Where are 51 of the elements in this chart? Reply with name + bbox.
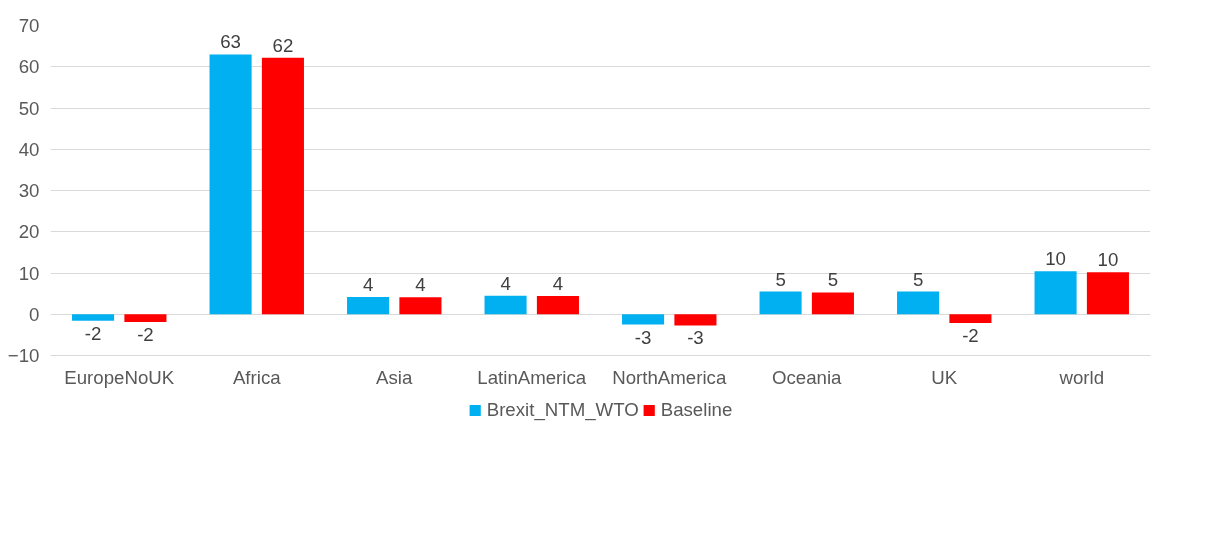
y-tick-label: 70	[18, 15, 40, 36]
x-tick-label: NorthAmerica	[612, 366, 727, 388]
data-label: 4	[415, 274, 426, 296]
bar	[124, 314, 167, 323]
bar	[897, 291, 940, 315]
data-label: -2	[84, 322, 102, 344]
data-label: 4	[362, 273, 374, 295]
bar	[347, 296, 390, 315]
x-tick-label: LatinAmerica	[477, 366, 587, 388]
bar	[261, 57, 304, 315]
bar	[1034, 271, 1077, 315]
bar	[209, 54, 252, 315]
data-label: -3	[687, 327, 704, 349]
bar	[674, 314, 717, 326]
data-label: 63	[220, 31, 241, 53]
bar	[484, 295, 527, 315]
x-tick-label: Oceania	[772, 366, 843, 388]
y-tick-label: 0	[29, 303, 40, 325]
bar	[536, 296, 579, 315]
data-label: 5	[912, 268, 924, 290]
legend-label: Baseline	[660, 399, 733, 421]
bar	[1086, 272, 1129, 315]
data-label: -2	[137, 324, 154, 346]
data-label: -2	[962, 324, 979, 346]
x-tick-label: world	[1058, 366, 1105, 388]
data-label: 5	[827, 269, 839, 291]
bar	[949, 314, 992, 323]
y-tick-label: 40	[18, 138, 40, 160]
x-tick-label: EuropeNoUK	[64, 366, 175, 388]
bar	[399, 297, 442, 315]
data-label: 4	[500, 272, 511, 294]
data-label: 62	[272, 34, 294, 56]
data-label: 4	[552, 273, 564, 295]
data-label: 10	[1097, 249, 1119, 271]
y-tick-label: 60	[18, 56, 40, 78]
bar	[759, 291, 802, 315]
x-tick-label: UK	[931, 366, 958, 388]
data-label: 5	[775, 268, 786, 290]
bar	[622, 314, 665, 325]
bar	[811, 292, 854, 315]
x-tick-label: Africa	[232, 366, 282, 388]
y-tick-label: 10	[18, 262, 40, 284]
y-tick-label: 30	[18, 180, 40, 201]
y-tick-label: 50	[18, 97, 40, 119]
bar	[72, 314, 115, 321]
data-label: -3	[634, 326, 652, 348]
legend-label: Brexit_NTM_WTO	[486, 399, 639, 421]
y-tick-label: −10	[7, 345, 40, 366]
y-tick-label: 20	[18, 221, 40, 243]
x-tick-label: Asia	[376, 366, 414, 388]
data-label: 10	[1045, 248, 1066, 270]
